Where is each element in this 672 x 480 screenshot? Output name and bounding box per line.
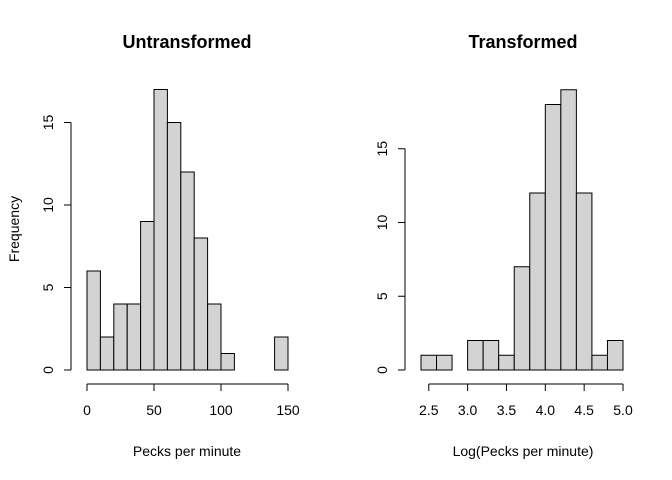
y-tick-label: 15 [40,115,56,131]
x-tick-label: 50 [146,402,162,418]
histogram-bar [529,192,546,371]
bars-group [420,89,624,371]
histogram-bar [606,340,624,371]
y-axis-label: Frequency [6,196,22,262]
histogram-bar [207,303,222,371]
x-ticks-group: 0 50 100 150 [83,384,300,418]
histogram-bar [140,221,155,371]
x-tick-label: 4.5 [574,402,594,418]
x-ticks-group: 2.5 3.0 3.5 4.0 4.5 5.0 [419,384,633,418]
x-tick-label: 0 [83,402,91,418]
x-tick-label: 3.0 [458,402,478,418]
histogram-bar [153,89,168,371]
histogram-bar [544,104,562,371]
histogram-bar [591,354,608,371]
histogram-bar [113,303,128,371]
histogram-panel-transformed: Transformed 2.5 3.0 3.5 4.0 4.5 5.0 0 5 10 15 Lo… [374,32,633,459]
chart-title: Transformed [468,32,577,52]
histogram-bar [513,266,531,371]
histogram-bar [467,340,484,371]
x-tick-label: 150 [276,402,300,418]
chart-title: Untransformed [122,32,251,52]
histogram-bar [482,340,500,371]
x-tick-label: 4.0 [536,402,556,418]
histogram-bar [126,303,142,371]
y-ticks-group: 0 5 10 15 [40,115,71,374]
y-tick-label: 10 [374,215,390,231]
y-tick-label: 0 [40,366,56,374]
histogram-bar [193,237,209,371]
x-axis-label: Log(Pecks per minute) [453,443,594,459]
histogram-bar [498,354,515,371]
x-tick-label: 5.0 [613,402,633,418]
histogram-bar [420,354,438,371]
x-tick-label: 3.5 [497,402,517,418]
x-tick-label: 2.5 [419,402,439,418]
y-tick-label: 5 [374,292,390,300]
histogram-panel-untransformed: Untransformed 0 50 100 150 0 5 10 15 Pecks per… [6,32,300,459]
histogram-bar [575,192,593,371]
histogram-bar [274,336,289,371]
x-tick-label: 100 [209,402,233,418]
bars-group [86,89,289,371]
histogram-bar [86,270,101,371]
histogram-bar [220,353,235,371]
x-axis-label: Pecks per minute [133,443,241,459]
y-tick-label: 0 [374,366,390,374]
histogram-bar [180,171,195,371]
y-tick-label: 10 [40,197,56,213]
histogram-bar [560,89,577,371]
y-ticks-group: 0 5 10 15 [374,141,405,374]
y-tick-label: 15 [374,141,390,157]
histogram-bar [436,354,453,371]
histogram-bar [99,336,115,371]
y-tick-label: 5 [40,283,56,291]
histogram-bar [166,122,182,371]
